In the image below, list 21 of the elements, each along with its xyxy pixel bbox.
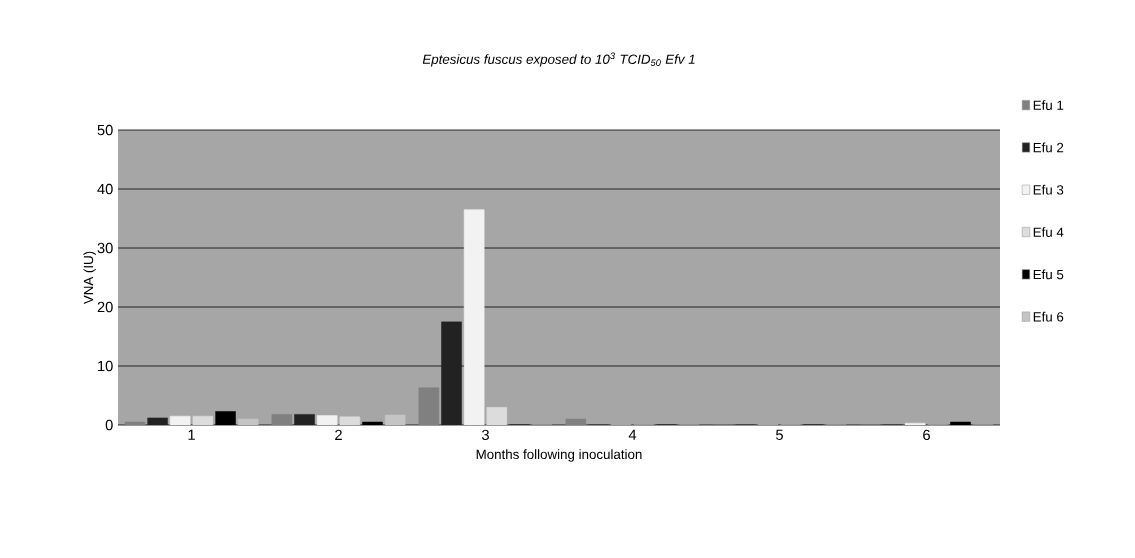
- x-tick-label: 5: [776, 429, 783, 440]
- y-tick-label: 50: [97, 124, 113, 136]
- legend-label: Efu 3: [1033, 184, 1064, 195]
- legend-label: Efu 6: [1033, 311, 1064, 322]
- y-axis-title: VNA (IU): [83, 251, 96, 305]
- legend-label: Efu 2: [1033, 142, 1064, 153]
- x-tick-label: 3: [481, 429, 489, 441]
- y-tick-label: 20: [97, 301, 113, 313]
- y-tick-label: 40: [97, 183, 113, 195]
- x-tick-label: 4: [628, 429, 637, 440]
- y-tick-label: 0: [105, 419, 113, 431]
- x-tick-label: 1: [188, 429, 195, 440]
- legend-label: Efu 1: [1033, 100, 1064, 110]
- legend-label: Efu 5: [1033, 269, 1064, 280]
- x-tick-label: 2: [335, 429, 342, 440]
- x-axis-title: Months following inoculation: [476, 449, 642, 462]
- chart-title: Eptesicus fuscus exposed to 10$^{3}$ TCID$_{50}$ Efv 1: [422, 52, 695, 67]
- x-tick-label: 6: [923, 429, 930, 441]
- y-tick-label: 30: [97, 242, 113, 254]
- y-tick-label: 10: [98, 360, 113, 372]
- legend-label: Efu 4: [1033, 227, 1064, 237]
